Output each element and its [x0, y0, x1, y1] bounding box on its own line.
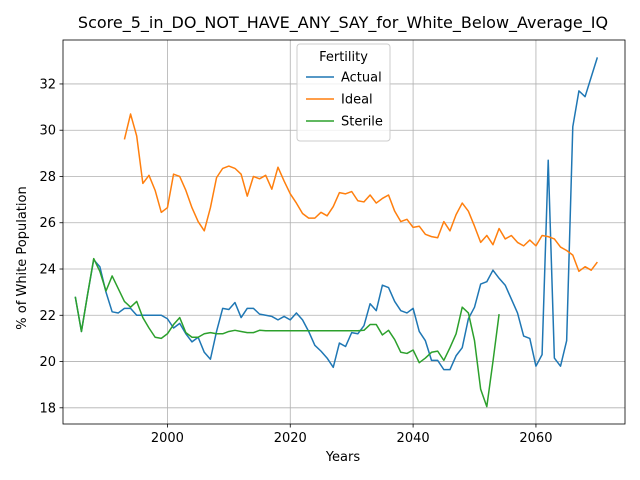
y-tick-label: 28 [39, 170, 56, 185]
y-tick-label: 20 [39, 355, 56, 370]
legend: Fertility Actual Ideal Sterile [297, 44, 390, 141]
y-tick-label: 30 [39, 124, 56, 139]
y-tick-label: 18 [39, 401, 56, 416]
x-axis-label: Years [325, 450, 361, 465]
y-tick-label: 32 [39, 77, 56, 92]
y-tick-label: 24 [39, 263, 56, 278]
legend-label-actual: Actual [341, 71, 382, 86]
legend-label-sterile: Sterile [341, 115, 383, 130]
legend-title: Fertility [319, 50, 368, 65]
chart-title: Score_5_in_DO_NOT_HAVE_ANY_SAY_for_White… [78, 13, 608, 33]
legend-label-ideal: Ideal [341, 93, 373, 108]
x-tick-label: 2020 [274, 431, 307, 446]
x-tick-label: 2040 [397, 431, 430, 446]
y-axis-label: % of White Population [15, 186, 30, 329]
x-tick-label: 2000 [151, 431, 184, 446]
x-tick-label: 2060 [519, 431, 552, 446]
y-tick-label: 22 [39, 309, 56, 324]
y-tick-label: 26 [39, 216, 56, 231]
